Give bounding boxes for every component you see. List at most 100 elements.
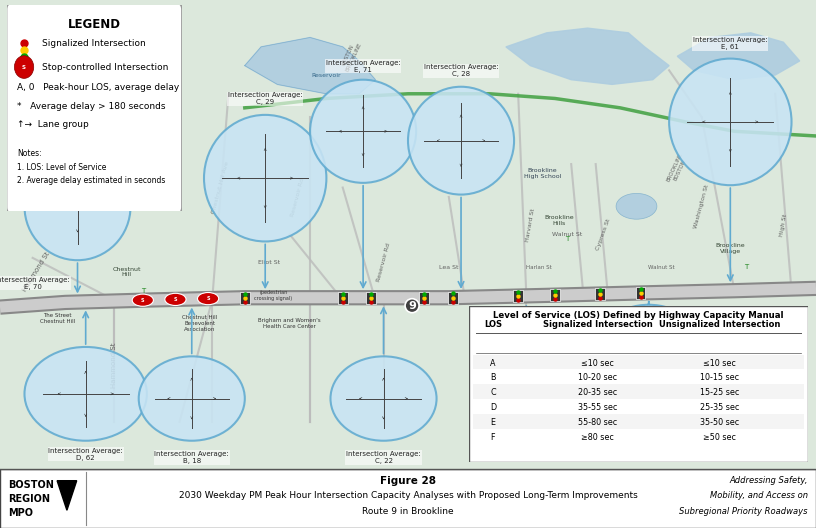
Text: Reservoir Rd: Reservoir Rd	[376, 243, 391, 282]
Text: 35-50 sec: 35-50 sec	[700, 418, 739, 427]
Text: The Street
Chestnut Hill: The Street Chestnut Hill	[39, 314, 75, 324]
Ellipse shape	[616, 193, 657, 219]
FancyBboxPatch shape	[469, 306, 808, 462]
Polygon shape	[245, 37, 375, 94]
Polygon shape	[506, 28, 669, 84]
Text: Intersection Average:
E, 70: Intersection Average: E, 70	[0, 277, 70, 290]
Ellipse shape	[24, 153, 131, 260]
Text: LOS: LOS	[484, 320, 502, 329]
Text: Washington St: Washington St	[694, 184, 710, 229]
Text: Walnut St: Walnut St	[648, 265, 674, 270]
Text: Chestnut
Hill: Chestnut Hill	[113, 267, 140, 277]
Text: 35-55 sec: 35-55 sec	[579, 403, 618, 412]
Text: S: S	[174, 297, 177, 302]
Text: Subregional Priority Roadways: Subregional Priority Roadways	[680, 507, 808, 516]
Text: MPO: MPO	[8, 508, 33, 518]
Text: Chestnut Hill Ave: Chestnut Hill Ave	[211, 161, 230, 214]
Text: LEGEND: LEGEND	[68, 17, 121, 31]
Text: 20-35 sec: 20-35 sec	[579, 388, 618, 397]
Bar	[472, 429, 805, 444]
Ellipse shape	[139, 356, 245, 441]
Bar	[448, 291, 458, 304]
Polygon shape	[677, 33, 800, 80]
Circle shape	[15, 56, 33, 78]
Text: Intersection Average:
C, 27: Intersection Average: C, 27	[611, 398, 686, 411]
Text: Eliot St: Eliot St	[258, 260, 281, 265]
Text: 55-80 sec: 55-80 sec	[579, 418, 618, 427]
Text: T: T	[744, 264, 749, 270]
Text: A, 0   Peak-hour LOS, average delay: A, 0 Peak-hour LOS, average delay	[17, 83, 180, 92]
Text: Stop-controlled Intersection: Stop-controlled Intersection	[42, 62, 168, 72]
Text: Signalized Intersection: Signalized Intersection	[543, 320, 653, 329]
Bar	[513, 290, 523, 302]
Text: Intersection Average:
D, 63: Intersection Average: D, 63	[489, 446, 564, 459]
Text: Figure 28: Figure 28	[380, 476, 436, 486]
Text: Chestnut Hill
Benevolent
Association: Chestnut Hill Benevolent Association	[182, 315, 218, 332]
Text: T: T	[140, 288, 145, 294]
Text: Hammond St: Hammond St	[22, 251, 51, 293]
Text: Addressing Safety,: Addressing Safety,	[730, 476, 808, 485]
Text: BROOKLINE
BOSTON: BROOKLINE BOSTON	[666, 152, 689, 185]
Text: Level of Service (LOS) Defined by Highway Capacity Manual: Level of Service (LOS) Defined by Highwa…	[493, 311, 784, 320]
Text: ≥50 sec: ≥50 sec	[703, 432, 736, 441]
Text: Route 9 in Brookline: Route 9 in Brookline	[362, 507, 454, 516]
Text: BOSTON: BOSTON	[8, 479, 54, 489]
Text: Intersection Average:
D, 62: Intersection Average: D, 62	[48, 448, 123, 461]
Text: 25-35 sec: 25-35 sec	[700, 403, 739, 412]
Text: BOSTON
BROOKLINE: BOSTON BROOKLINE	[339, 40, 362, 73]
Text: Walnut St: Walnut St	[552, 232, 583, 237]
Text: 9: 9	[408, 301, 416, 310]
Ellipse shape	[330, 356, 437, 441]
Text: S: S	[141, 298, 144, 303]
Text: Brigham and Women's
Health Care Center: Brigham and Women's Health Care Center	[259, 318, 321, 329]
Bar	[636, 287, 645, 299]
Text: High St: High St	[779, 213, 787, 237]
Text: T: T	[565, 236, 570, 242]
Circle shape	[165, 293, 186, 306]
Text: 2030 Weekday PM Peak Hour Intersection Capacity Analyses with Proposed Long-Term: 2030 Weekday PM Peak Hour Intersection C…	[179, 492, 637, 501]
Text: Harvard St: Harvard St	[525, 208, 536, 242]
Ellipse shape	[408, 87, 514, 195]
Ellipse shape	[24, 347, 147, 441]
Ellipse shape	[596, 305, 702, 389]
Text: S: S	[22, 64, 26, 70]
Text: Brookline
High School: Brookline High School	[524, 168, 561, 179]
Text: Cypress St: Cypress St	[596, 218, 612, 251]
Text: Intersection Average:
C, 29: Intersection Average: C, 29	[228, 92, 303, 106]
Text: S: S	[206, 296, 210, 301]
Text: 10-15 sec: 10-15 sec	[700, 373, 739, 382]
Bar	[472, 414, 805, 429]
Text: Intersection Average:
C, 22: Intersection Average: C, 22	[346, 451, 421, 464]
Circle shape	[132, 294, 153, 306]
Text: *   Average delay > 180 seconds: * Average delay > 180 seconds	[17, 102, 166, 111]
Text: F: F	[490, 432, 495, 441]
FancyBboxPatch shape	[7, 3, 182, 213]
Text: ≥80 sec: ≥80 sec	[582, 432, 614, 441]
Text: E: E	[490, 418, 495, 427]
Text: Reservoir: Reservoir	[312, 72, 341, 78]
Text: ≤10 sec: ≤10 sec	[703, 359, 736, 367]
Bar	[595, 288, 605, 300]
Circle shape	[197, 293, 219, 305]
Bar	[240, 291, 250, 304]
Text: Reservoir Rd: Reservoir Rd	[290, 177, 305, 217]
Bar	[419, 291, 429, 304]
Text: Intersection Average:
B, 18: Intersection Average: B, 18	[154, 451, 229, 464]
Bar	[366, 291, 376, 304]
Text: Harlan St: Harlan St	[526, 265, 552, 270]
Text: D: D	[490, 403, 496, 412]
Text: 10-20 sec: 10-20 sec	[579, 373, 618, 382]
Bar	[550, 289, 560, 301]
Text: Mobility, and Access on: Mobility, and Access on	[710, 492, 808, 501]
Text: Intersection Average:
E, 71: Intersection Average: E, 71	[326, 60, 401, 73]
Text: Intersection Average:
C, 28: Intersection Average: C, 28	[424, 64, 499, 78]
Ellipse shape	[204, 115, 326, 241]
Ellipse shape	[310, 80, 416, 183]
Text: Intersection Average:
E, 61: Intersection Average: E, 61	[693, 37, 768, 50]
Text: Brookline
Hills: Brookline Hills	[544, 215, 574, 226]
Text: Brookline
Village: Brookline Village	[716, 243, 745, 254]
Polygon shape	[57, 480, 77, 510]
Text: 15-25 sec: 15-25 sec	[700, 388, 739, 397]
Text: Signalized Intersection: Signalized Intersection	[42, 39, 145, 48]
Text: ↑→  Lane group: ↑→ Lane group	[17, 120, 89, 129]
